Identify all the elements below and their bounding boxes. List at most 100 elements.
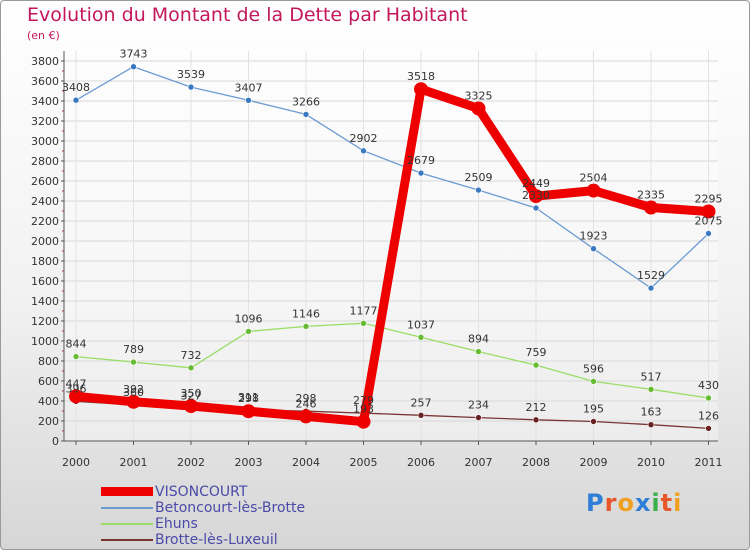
legend-swatch-visoncourt bbox=[101, 487, 153, 496]
x-tick-label: 2008 bbox=[522, 456, 550, 469]
data-label-ehuns: 844 bbox=[66, 338, 87, 351]
x-tick-label: 2006 bbox=[407, 456, 435, 469]
data-label-ehuns: 430 bbox=[698, 379, 719, 392]
data-label-visoncourt: 350 bbox=[181, 387, 202, 400]
data-label-ehuns: 789 bbox=[123, 343, 144, 356]
series-line-visoncourt bbox=[71, 84, 713, 427]
data-point-ehuns bbox=[360, 319, 367, 327]
data-label-visoncourt: 447 bbox=[66, 377, 87, 390]
y-tick-label: 2800 bbox=[31, 155, 59, 168]
data-label-ehuns: 517 bbox=[641, 370, 662, 383]
data-point-visoncourt bbox=[69, 389, 83, 404]
data-point-ehuns bbox=[245, 328, 252, 335]
x-tick-label: 2003 bbox=[235, 456, 263, 469]
x-tick-label: 2009 bbox=[580, 456, 608, 469]
data-label-betoncourt-l-s-brotte: 1923 bbox=[580, 230, 608, 243]
data-label-betoncourt-l-s-brotte: 2902 bbox=[350, 132, 378, 145]
data-point-betoncourt-l-s-brotte bbox=[72, 96, 80, 104]
data-point-ehuns bbox=[647, 385, 655, 393]
data-point-betoncourt-l-s-brotte bbox=[475, 186, 482, 194]
data-label-betoncourt-l-s-brotte: 2075 bbox=[695, 215, 723, 228]
data-label-visoncourt: 2295 bbox=[695, 193, 723, 206]
y-tick-label: 0 bbox=[52, 435, 59, 448]
y-tick-label: 1200 bbox=[31, 315, 59, 328]
y-tick-label: 1600 bbox=[31, 275, 59, 288]
chart-title: Evolution du Montant de la Dette par Hab… bbox=[27, 4, 468, 26]
data-label-visoncourt: 246 bbox=[296, 397, 317, 410]
data-point-visoncourt bbox=[299, 409, 313, 424]
legend-label: VISONCOURT bbox=[155, 484, 248, 500]
data-label-visoncourt: 3518 bbox=[407, 70, 435, 83]
x-tick-label: 2002 bbox=[177, 456, 205, 469]
legend-swatch-brotte bbox=[101, 539, 153, 541]
y-tick-label: 3200 bbox=[31, 115, 59, 128]
data-label-betoncourt-l-s-brotte: 3407 bbox=[235, 81, 263, 94]
data-label-visoncourt: 3325 bbox=[465, 90, 493, 103]
data-label-visoncourt: 2335 bbox=[637, 189, 665, 202]
data-point-brotte-l-s-luxeuil bbox=[705, 425, 712, 432]
data-point-visoncourt bbox=[184, 399, 198, 413]
data-label-visoncourt: 298 bbox=[238, 392, 259, 405]
data-label-betoncourt-l-s-brotte: 3743 bbox=[120, 48, 148, 61]
data-label-betoncourt-l-s-brotte: 1529 bbox=[637, 269, 665, 282]
series-line-betoncourt-l-s-brotte bbox=[75, 66, 710, 289]
logo-letter: o bbox=[617, 489, 635, 517]
data-point-ehuns bbox=[532, 361, 540, 369]
data-label-ehuns: 894 bbox=[468, 333, 489, 346]
data-label-betoncourt-l-s-brotte: 2509 bbox=[465, 171, 493, 184]
y-tick-label: 3800 bbox=[31, 55, 59, 68]
data-label-visoncourt: 392 bbox=[123, 383, 144, 396]
data-label-visoncourt: 2449 bbox=[522, 177, 550, 190]
data-label-brotte-l-s-luxeuil: 212 bbox=[526, 401, 547, 414]
legend-label: Brotte-lès-Luxeuil bbox=[155, 532, 278, 548]
data-point-visoncourt bbox=[529, 189, 543, 204]
data-point-ehuns bbox=[187, 364, 195, 372]
data-point-ehuns bbox=[302, 323, 310, 330]
x-tick-label: 2007 bbox=[465, 456, 493, 469]
legend-label: Betoncourt-lès-Brotte bbox=[155, 500, 306, 516]
y-tick-label: 2600 bbox=[31, 175, 59, 188]
data-label-brotte-l-s-luxeuil: 195 bbox=[583, 403, 604, 416]
y-tick-label: 200 bbox=[38, 415, 59, 428]
data-point-visoncourt bbox=[701, 204, 716, 219]
data-label-betoncourt-l-s-brotte: 2679 bbox=[407, 154, 435, 167]
x-tick-label: 2004 bbox=[292, 456, 320, 469]
data-point-ehuns bbox=[705, 394, 712, 402]
data-point-betoncourt-l-s-brotte bbox=[647, 284, 655, 292]
data-point-brotte-l-s-luxeuil bbox=[590, 418, 597, 425]
data-point-visoncourt bbox=[586, 183, 601, 198]
logo-letter: t bbox=[660, 489, 674, 517]
y-tick-label: 2200 bbox=[31, 215, 59, 228]
data-point-visoncourt bbox=[126, 394, 141, 409]
data-point-ehuns bbox=[475, 348, 482, 355]
data-point-ehuns bbox=[590, 378, 597, 385]
data-label-brotte-l-s-luxeuil: 234 bbox=[468, 399, 489, 412]
x-tick-label: 2000 bbox=[62, 456, 90, 469]
data-label-visoncourt: 193 bbox=[353, 403, 374, 416]
y-tick-label: 3600 bbox=[31, 75, 59, 88]
data-label-brotte-l-s-luxeuil: 396 bbox=[66, 382, 87, 395]
data-label-brotte-l-s-luxeuil: 163 bbox=[641, 406, 662, 419]
data-point-visoncourt bbox=[356, 414, 371, 429]
data-point-betoncourt-l-s-brotte bbox=[130, 63, 137, 70]
data-point-visoncourt bbox=[644, 200, 658, 215]
data-label-brotte-l-s-luxeuil: 279 bbox=[353, 394, 374, 407]
data-label-ehuns: 596 bbox=[583, 362, 604, 375]
x-tick-label: 2005 bbox=[350, 456, 378, 469]
data-point-ehuns bbox=[72, 353, 80, 360]
y-tick-label: 600 bbox=[38, 375, 59, 388]
logo-letter: P bbox=[586, 489, 605, 517]
data-label-ehuns: 1177 bbox=[350, 304, 378, 317]
data-label-brotte-l-s-luxeuil: 311 bbox=[238, 391, 259, 404]
data-point-betoncourt-l-s-brotte bbox=[532, 204, 540, 212]
data-point-visoncourt bbox=[414, 82, 428, 97]
series-line-ehuns bbox=[75, 322, 710, 399]
y-tick-label: 2000 bbox=[31, 235, 59, 248]
data-point-betoncourt-l-s-brotte bbox=[705, 230, 712, 237]
data-label-ehuns: 1037 bbox=[407, 318, 435, 331]
y-tick-label: 3400 bbox=[31, 95, 59, 108]
data-label-brotte-l-s-luxeuil: 298 bbox=[296, 392, 317, 405]
data-label-betoncourt-l-s-brotte: 2330 bbox=[522, 189, 550, 202]
x-tick-label: 2010 bbox=[637, 456, 665, 469]
